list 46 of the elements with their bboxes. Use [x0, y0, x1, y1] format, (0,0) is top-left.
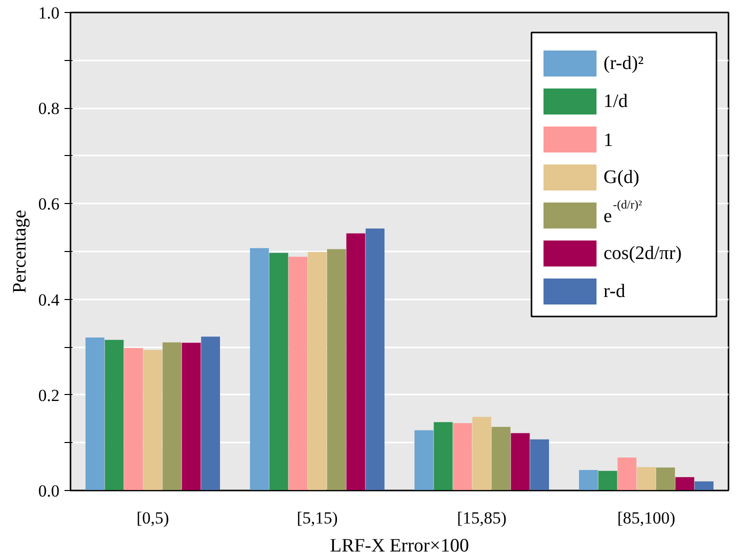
bar [86, 338, 104, 490]
bar [434, 422, 453, 490]
bar [182, 342, 201, 490]
bar [250, 248, 269, 490]
bar [675, 477, 694, 490]
legend-label: 1 [604, 130, 613, 151]
x-tick-label: [5,15) [296, 508, 338, 528]
y-tick-label: 0.6 [38, 194, 60, 214]
bar [124, 348, 143, 490]
legend-label: G(d) [604, 167, 640, 188]
bar [327, 249, 346, 490]
bar [346, 233, 366, 490]
bar [308, 252, 327, 490]
legend-label: cos(2d/πr) [604, 243, 682, 264]
bar [636, 467, 656, 490]
bar [366, 228, 384, 490]
x-tick-label: [85,100) [617, 508, 676, 528]
legend-label: (r-d)² [604, 53, 644, 74]
bar [618, 458, 636, 490]
bar [492, 426, 510, 490]
bar [656, 468, 675, 490]
y-tick-label: 0.0 [38, 482, 60, 500]
y-tick-label: 0.8 [38, 99, 60, 118]
y-tick-label: 0.2 [38, 386, 60, 405]
x-axis-title: LRF-X Error×100 [330, 536, 469, 556]
bar [288, 256, 308, 490]
bar [269, 252, 288, 490]
y-tick-label: 0.4 [38, 290, 60, 310]
bar [414, 430, 434, 490]
bar [510, 433, 530, 490]
bar [472, 416, 492, 490]
bar [530, 439, 549, 490]
bar [201, 336, 220, 490]
bar [453, 423, 472, 490]
legend-label: r-d [604, 281, 626, 302]
bar [598, 470, 618, 490]
bar [104, 340, 124, 490]
bar [162, 342, 182, 490]
legend-label: 1/d [604, 91, 628, 112]
bar [694, 481, 714, 490]
x-tick-label: [15,85) [456, 508, 507, 528]
x-tick-label: [0,5) [136, 508, 170, 528]
bar [579, 470, 598, 490]
bar [143, 350, 162, 490]
y-tick-label: 1.0 [38, 4, 60, 22]
y-axis-title: Percentage [9, 210, 30, 294]
